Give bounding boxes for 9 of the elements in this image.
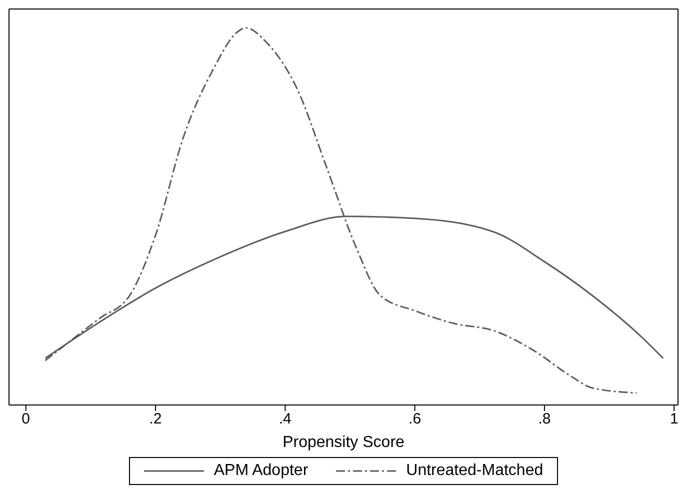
- x-tick-label: .6: [408, 410, 422, 428]
- x-tick-label: 0: [22, 410, 30, 428]
- x-axis-title: Propensity Score: [282, 434, 405, 451]
- x-tick-label: .2: [149, 410, 162, 428]
- legend-label: Untreated-Matched: [406, 462, 544, 480]
- x-tick-label: 1: [670, 410, 678, 428]
- x-tick-label: .4: [278, 410, 292, 428]
- x-tick-label: .8: [538, 410, 551, 428]
- legend-label: APM Adopter: [214, 462, 308, 480]
